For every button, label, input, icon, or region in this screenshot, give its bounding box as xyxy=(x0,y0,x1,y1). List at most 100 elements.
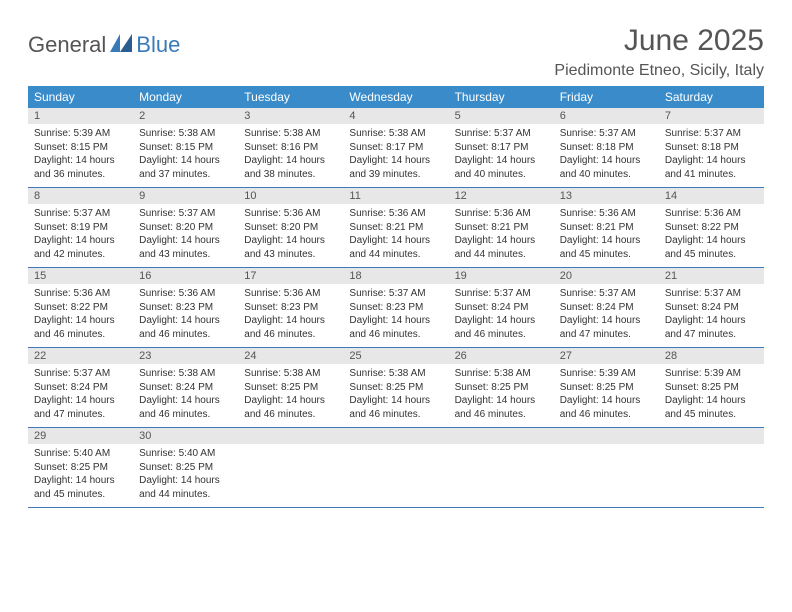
day-number-row: 1234567 xyxy=(28,108,764,124)
day-number-row: 2930 xyxy=(28,428,764,444)
day-number: 6 xyxy=(554,108,659,124)
day-number xyxy=(659,428,764,444)
header: General Blue June 2025 Piedimonte Etneo,… xyxy=(28,24,764,80)
day-number: 23 xyxy=(133,348,238,364)
day-number xyxy=(554,428,659,444)
weekday-friday: Friday xyxy=(554,86,659,108)
logo-icon xyxy=(110,34,134,57)
day-cell: Sunrise: 5:36 AMSunset: 8:20 PMDaylight:… xyxy=(238,204,343,267)
day-number: 16 xyxy=(133,268,238,284)
day-cell: Sunrise: 5:38 AMSunset: 8:25 PMDaylight:… xyxy=(343,364,448,427)
day-cell xyxy=(449,444,554,507)
logo-text-general: General xyxy=(28,32,106,58)
day-number: 24 xyxy=(238,348,343,364)
day-number: 28 xyxy=(659,348,764,364)
day-cell: Sunrise: 5:37 AMSunset: 8:17 PMDaylight:… xyxy=(449,124,554,187)
day-cell xyxy=(238,444,343,507)
day-number: 11 xyxy=(343,188,448,204)
day-text-row: Sunrise: 5:36 AMSunset: 8:22 PMDaylight:… xyxy=(28,284,764,347)
day-cell xyxy=(554,444,659,507)
title-block: June 2025 Piedimonte Etneo, Sicily, Ital… xyxy=(554,24,764,80)
day-cell: Sunrise: 5:37 AMSunset: 8:19 PMDaylight:… xyxy=(28,204,133,267)
location: Piedimonte Etneo, Sicily, Italy xyxy=(554,62,764,80)
weekday-wednesday: Wednesday xyxy=(343,86,448,108)
day-number: 17 xyxy=(238,268,343,284)
day-number: 25 xyxy=(343,348,448,364)
day-number: 29 xyxy=(28,428,133,444)
week-row: 1234567Sunrise: 5:39 AMSunset: 8:15 PMDa… xyxy=(28,108,764,188)
weekday-thursday: Thursday xyxy=(449,86,554,108)
week-row: 2930Sunrise: 5:40 AMSunset: 8:25 PMDayli… xyxy=(28,428,764,508)
day-cell: Sunrise: 5:40 AMSunset: 8:25 PMDaylight:… xyxy=(133,444,238,507)
day-cell xyxy=(659,444,764,507)
day-number: 21 xyxy=(659,268,764,284)
day-number: 4 xyxy=(343,108,448,124)
weekday-sunday: Sunday xyxy=(28,86,133,108)
calendar: Sunday Monday Tuesday Wednesday Thursday… xyxy=(28,86,764,508)
logo: General Blue xyxy=(28,32,180,58)
day-number: 15 xyxy=(28,268,133,284)
day-cell: Sunrise: 5:36 AMSunset: 8:23 PMDaylight:… xyxy=(133,284,238,347)
week-row: 15161718192021Sunrise: 5:36 AMSunset: 8:… xyxy=(28,268,764,348)
day-number: 5 xyxy=(449,108,554,124)
day-number: 2 xyxy=(133,108,238,124)
month-title: June 2025 xyxy=(554,24,764,58)
day-cell: Sunrise: 5:36 AMSunset: 8:22 PMDaylight:… xyxy=(28,284,133,347)
day-cell: Sunrise: 5:39 AMSunset: 8:15 PMDaylight:… xyxy=(28,124,133,187)
day-number: 30 xyxy=(133,428,238,444)
weekday-saturday: Saturday xyxy=(659,86,764,108)
day-number: 10 xyxy=(238,188,343,204)
day-cell: Sunrise: 5:36 AMSunset: 8:21 PMDaylight:… xyxy=(343,204,448,267)
day-number: 12 xyxy=(449,188,554,204)
day-number: 19 xyxy=(449,268,554,284)
day-number xyxy=(238,428,343,444)
day-number: 18 xyxy=(343,268,448,284)
day-cell: Sunrise: 5:37 AMSunset: 8:18 PMDaylight:… xyxy=(554,124,659,187)
day-cell: Sunrise: 5:36 AMSunset: 8:21 PMDaylight:… xyxy=(449,204,554,267)
logo-text-blue: Blue xyxy=(136,32,180,58)
day-number: 14 xyxy=(659,188,764,204)
day-cell xyxy=(343,444,448,507)
day-cell: Sunrise: 5:40 AMSunset: 8:25 PMDaylight:… xyxy=(28,444,133,507)
day-number: 9 xyxy=(133,188,238,204)
day-cell: Sunrise: 5:37 AMSunset: 8:24 PMDaylight:… xyxy=(28,364,133,427)
day-number: 8 xyxy=(28,188,133,204)
day-cell: Sunrise: 5:36 AMSunset: 8:22 PMDaylight:… xyxy=(659,204,764,267)
day-cell: Sunrise: 5:37 AMSunset: 8:24 PMDaylight:… xyxy=(554,284,659,347)
day-number: 27 xyxy=(554,348,659,364)
day-cell: Sunrise: 5:38 AMSunset: 8:25 PMDaylight:… xyxy=(449,364,554,427)
weekday-monday: Monday xyxy=(133,86,238,108)
day-cell: Sunrise: 5:37 AMSunset: 8:20 PMDaylight:… xyxy=(133,204,238,267)
day-number: 22 xyxy=(28,348,133,364)
day-cell: Sunrise: 5:38 AMSunset: 8:25 PMDaylight:… xyxy=(238,364,343,427)
day-cell: Sunrise: 5:39 AMSunset: 8:25 PMDaylight:… xyxy=(554,364,659,427)
day-number: 26 xyxy=(449,348,554,364)
day-number: 13 xyxy=(554,188,659,204)
day-cell: Sunrise: 5:38 AMSunset: 8:24 PMDaylight:… xyxy=(133,364,238,427)
day-cell: Sunrise: 5:37 AMSunset: 8:23 PMDaylight:… xyxy=(343,284,448,347)
day-cell: Sunrise: 5:38 AMSunset: 8:17 PMDaylight:… xyxy=(343,124,448,187)
day-number xyxy=(343,428,448,444)
day-number-row: 891011121314 xyxy=(28,188,764,204)
day-cell: Sunrise: 5:36 AMSunset: 8:23 PMDaylight:… xyxy=(238,284,343,347)
day-number xyxy=(449,428,554,444)
day-cell: Sunrise: 5:37 AMSunset: 8:18 PMDaylight:… xyxy=(659,124,764,187)
day-cell: Sunrise: 5:37 AMSunset: 8:24 PMDaylight:… xyxy=(659,284,764,347)
day-text-row: Sunrise: 5:37 AMSunset: 8:24 PMDaylight:… xyxy=(28,364,764,427)
day-cell: Sunrise: 5:38 AMSunset: 8:16 PMDaylight:… xyxy=(238,124,343,187)
day-number: 1 xyxy=(28,108,133,124)
day-number-row: 15161718192021 xyxy=(28,268,764,284)
weekday-tuesday: Tuesday xyxy=(238,86,343,108)
day-number: 3 xyxy=(238,108,343,124)
day-text-row: Sunrise: 5:40 AMSunset: 8:25 PMDaylight:… xyxy=(28,444,764,507)
day-number: 7 xyxy=(659,108,764,124)
day-number-row: 22232425262728 xyxy=(28,348,764,364)
calendar-body: 1234567Sunrise: 5:39 AMSunset: 8:15 PMDa… xyxy=(28,108,764,508)
day-cell: Sunrise: 5:39 AMSunset: 8:25 PMDaylight:… xyxy=(659,364,764,427)
week-row: 22232425262728Sunrise: 5:37 AMSunset: 8:… xyxy=(28,348,764,428)
weekday-header-row: Sunday Monday Tuesday Wednesday Thursday… xyxy=(28,86,764,108)
day-cell: Sunrise: 5:37 AMSunset: 8:24 PMDaylight:… xyxy=(449,284,554,347)
day-number: 20 xyxy=(554,268,659,284)
day-cell: Sunrise: 5:36 AMSunset: 8:21 PMDaylight:… xyxy=(554,204,659,267)
week-row: 891011121314Sunrise: 5:37 AMSunset: 8:19… xyxy=(28,188,764,268)
